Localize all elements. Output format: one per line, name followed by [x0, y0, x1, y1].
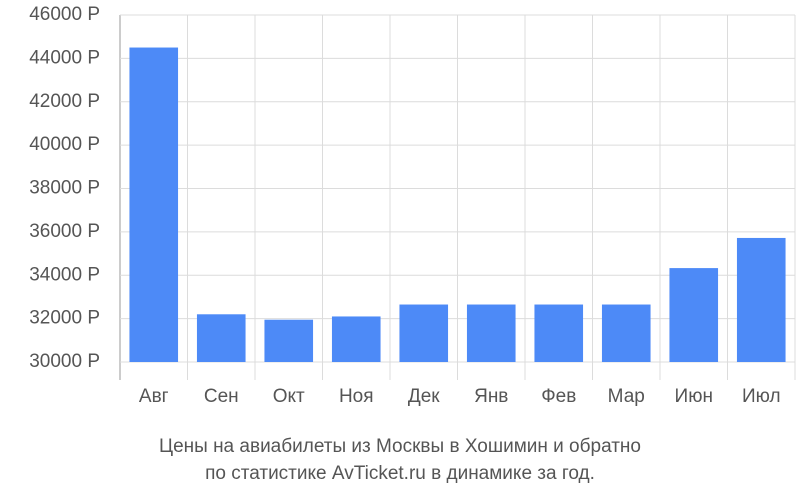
y-tick-label: 44000 Р — [29, 47, 100, 68]
chart-title: по статистике AvTicket.ru в динамике за … — [205, 463, 595, 484]
bar — [331, 316, 381, 362]
bar — [399, 304, 449, 362]
x-tick-label: Авг — [139, 386, 169, 407]
bar — [129, 47, 179, 362]
x-tick-label: Ноя — [339, 386, 374, 407]
x-tick-label: Янв — [474, 386, 508, 407]
bar — [264, 319, 314, 362]
x-tick-label: Июн — [675, 386, 713, 407]
bar — [466, 304, 516, 362]
bar — [601, 304, 651, 362]
y-tick-label: 42000 Р — [29, 91, 100, 112]
bar — [196, 314, 246, 362]
bar — [736, 237, 786, 362]
bar — [669, 268, 719, 362]
x-tick-label: Июл — [742, 386, 781, 407]
chart-title: Цены на авиабилеты из Москвы в Хошимин и… — [159, 436, 641, 457]
x-tick-label: Дек — [408, 386, 440, 407]
x-tick-label: Мар — [608, 386, 645, 407]
y-tick-label: 40000 Р — [29, 134, 100, 155]
x-tick-label: Сен — [204, 386, 239, 407]
y-tick-label: 32000 Р — [29, 308, 100, 329]
x-tick-label: Окт — [273, 386, 305, 407]
y-tick-label: 30000 Р — [29, 351, 100, 372]
y-tick-label: 36000 Р — [29, 221, 100, 242]
x-tick-label: Фев — [541, 386, 576, 407]
y-tick-label: 38000 Р — [29, 178, 100, 199]
bar — [534, 304, 584, 362]
y-tick-label: 46000 Р — [29, 4, 100, 25]
y-tick-label: 34000 Р — [29, 264, 100, 285]
